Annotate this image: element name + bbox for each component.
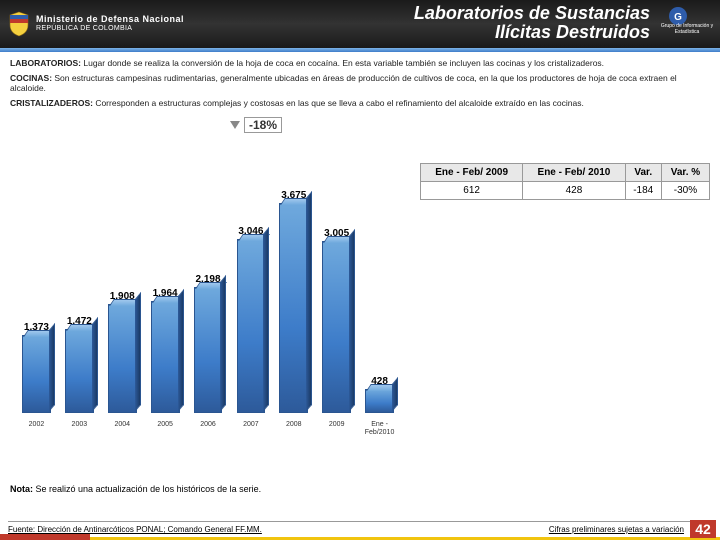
td-var: -184	[625, 181, 661, 199]
ministry-line1: Ministerio de Defensa Nacional	[36, 15, 184, 25]
def-cris-text: Corresponden a estructuras complejas y c…	[93, 98, 584, 108]
def-coc-label: COCINAS:	[10, 73, 52, 83]
bar	[108, 304, 137, 413]
source-text: Fuente: Dirección de Antinarcóticos PONA…	[8, 525, 262, 534]
bar	[365, 389, 394, 413]
bar	[322, 241, 351, 413]
th-2009: Ene - Feb/ 2009	[421, 163, 523, 181]
bar-col: 3.005	[318, 228, 355, 413]
page-title: Laboratorios de Sustancias Ilícitas Dest…	[414, 4, 650, 42]
x-axis-label: 2002	[18, 421, 55, 436]
x-axis-label: 2004	[104, 421, 141, 436]
th-var: Var.	[625, 163, 661, 181]
ministry-name: Ministerio de Defensa Nacional REPÚBLICA…	[36, 15, 184, 33]
arrow-down-icon	[230, 121, 240, 129]
def-lab-text: Lugar donde se realiza la conversión de …	[81, 58, 604, 68]
percent-change-value: -18%	[244, 117, 282, 133]
bar	[151, 301, 180, 413]
comparison-table: Ene - Feb/ 2009 Ene - Feb/ 2010 Var. Var…	[420, 163, 710, 200]
ministry-line2: REPÚBLICA DE COLOMBIA	[36, 25, 184, 33]
svg-text:G: G	[674, 12, 682, 23]
x-axis-label: 2008	[275, 421, 312, 436]
note-text: Nota: Se realizó una actualización de lo…	[10, 484, 261, 494]
content-area: -18% 1.3731.4721.9081.9642.1983.0463.675…	[0, 115, 720, 455]
x-axis-label: 2009	[318, 421, 355, 436]
th-varpct: Var. %	[661, 163, 709, 181]
bar-col: 1.964	[147, 288, 184, 413]
percent-change-callout: -18%	[230, 117, 282, 133]
bar-col: 3.046	[232, 226, 269, 413]
footer-divider	[8, 521, 712, 522]
bar-col: 428	[361, 376, 398, 413]
bar-chart: 1.3731.4721.9081.9642.1983.0463.6753.005…	[8, 137, 408, 437]
title-line1: Laboratorios de Sustancias	[414, 4, 650, 23]
footer-stripe-red	[0, 534, 90, 540]
bar-col: 2.198	[190, 274, 227, 413]
bar	[194, 287, 223, 413]
bar-col: 1.472	[61, 316, 98, 413]
x-axis-label: 2007	[232, 421, 269, 436]
bar	[65, 329, 94, 413]
x-axis-label: Ene - Feb/2010	[361, 421, 398, 436]
def-coc-text: Son estructuras campesinas rudimentarias…	[10, 73, 677, 94]
bar	[237, 239, 266, 413]
bar-col: 1.908	[104, 291, 141, 413]
bar-col: 3.675	[275, 190, 312, 413]
footer: Fuente: Dirección de Antinarcóticos PONA…	[0, 520, 720, 540]
td-varpct: -30%	[661, 181, 709, 199]
disclaimer-text: Cifras preliminares sujetas a variación	[549, 525, 684, 534]
header-bar: Ministerio de Defensa Nacional REPÚBLICA…	[0, 0, 720, 48]
definitions-block: LABORATORIOS: Lugar donde se realiza la …	[0, 52, 720, 115]
x-axis-label: 2006	[190, 421, 227, 436]
stats-group-label: Grupo de Información y Estadística	[658, 24, 716, 35]
x-axis-label: 2005	[147, 421, 184, 436]
bar	[279, 203, 308, 413]
def-lab-label: LABORATORIOS:	[10, 58, 81, 68]
th-2010: Ene - Feb/ 2010	[523, 163, 625, 181]
page-number: 42	[690, 520, 716, 538]
td-2010: 428	[523, 181, 625, 199]
colombia-shield-icon	[8, 11, 30, 37]
table-row: 612 428 -184 -30%	[421, 181, 710, 199]
bar	[22, 335, 51, 413]
bar-col: 1.373	[18, 322, 55, 413]
x-axis-label: 2003	[61, 421, 98, 436]
def-cris-label: CRISTALIZADEROS:	[10, 98, 93, 108]
title-line2: Ilícitas Destruidos	[414, 23, 650, 42]
td-2009: 612	[421, 181, 523, 199]
